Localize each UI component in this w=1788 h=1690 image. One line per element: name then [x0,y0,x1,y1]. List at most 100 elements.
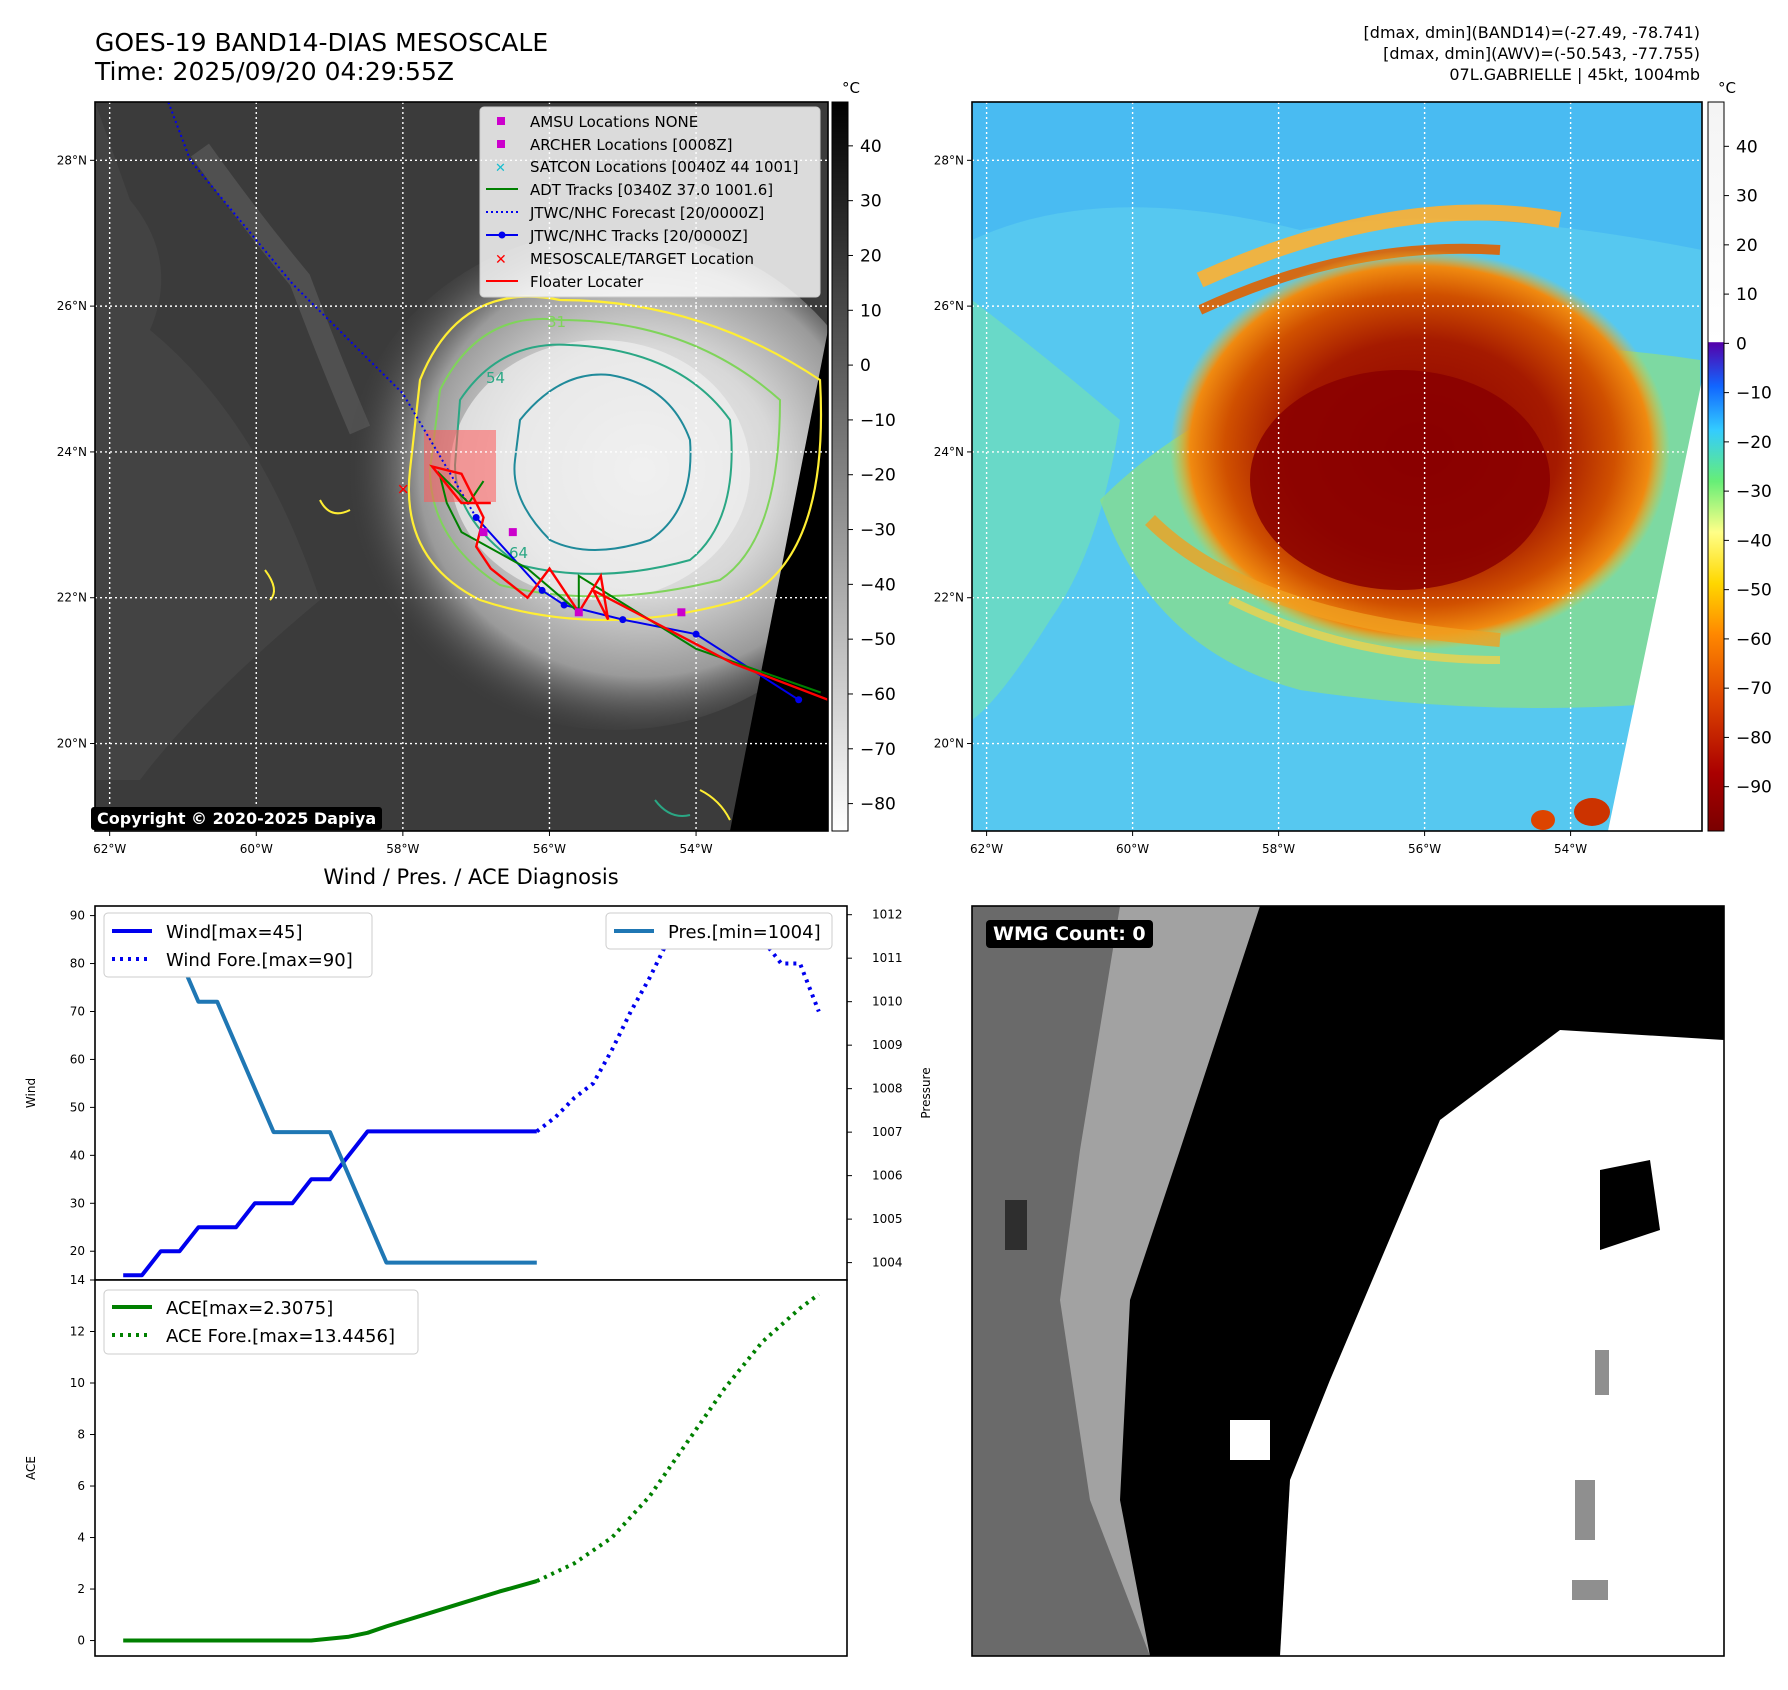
colorbar-tick-label: −10 [1736,384,1772,404]
colorbar-enhanced [1707,101,1725,832]
colorbar-tick-label: −40 [1736,531,1772,551]
pressure-ytick-label: 1008 [872,1082,903,1096]
map1-frame [94,101,829,832]
tick-label-lon: 54°W [679,842,712,856]
colorbar-tick-label: 0 [1736,334,1747,354]
title-line-2: Time: 2025/09/20 04:29:55Z [94,57,454,86]
ace-ytick-label: 0 [77,1634,85,1648]
tick-label-lon: 60°W [240,842,273,856]
ace-chart-ticks: 14 12 10 8 6 4 2 0 [70,1273,95,1648]
map2-ticks: 62°W 60°W 58°W 56°W 54°W 28°N 26°N 24°N 22°N 20°N [934,153,1588,856]
colorbar-tick-label: −50 [1736,581,1772,601]
ace-ytick-label: 14 [70,1273,85,1287]
ace-ylabel: ACE [24,1456,38,1480]
ace-ytick-label: 6 [77,1479,85,1493]
tick-label-lon: 58°W [1262,842,1295,856]
wind-ytick-label: 60 [70,1052,85,1066]
best-track-point [538,586,546,594]
colorbar-tick-label: −60 [860,685,896,705]
map1-ticks: 62°W 60°W 58°W 56°W 54°W 28°N 26°N 24°N 22°N 20°N [57,153,713,856]
pressure-ytick-label: 1005 [872,1212,903,1226]
colorbar-gray-unit: °C [842,79,860,97]
contour-label-31: 31 [547,313,566,331]
pressure-ytick-label: 1012 [872,908,903,922]
ace-series-line-0 [123,1579,538,1643]
pressure-ytick-label: 1011 [872,951,903,965]
colorbar-tick-label: 0 [860,356,871,376]
ace-ytick-label: 4 [77,1531,85,1545]
wind-ytick-label: 20 [70,1244,85,1258]
colorbar-gray-ticks: 40 30 20 10 0 −10 −20 −30 −40 −50 −60 −70 −80 [848,137,896,815]
pressure-ylabel: Pressure [919,1067,933,1118]
info-line-2: [dmax, dmin](AWV)=(-50.543, -77.755) [1383,44,1700,63]
tick-label-lon: 62°W [970,842,1003,856]
series-line-0 [123,1129,537,1278]
pressure-legend-entry: Pres.[min=1004] [668,922,821,943]
legend-marker-archer [497,140,505,148]
best-track-point [560,601,568,609]
colorbar-tick-label: −70 [860,740,896,760]
legend-entry-archer: ARCHER Locations [0008Z] [530,136,733,154]
colorbar-tick-label: 20 [1736,236,1758,256]
tick-label-lat: 26°N [57,299,87,313]
best-track-point [472,514,480,522]
archer-point [508,528,517,537]
tick-label-lat: 22°N [934,591,964,605]
ace-series-line-1 [535,1292,820,1583]
copyright-badge: Copyright © 2020-2025 Dapiya [91,807,383,830]
colorbar-tick-label: −10 [860,411,896,431]
map2-gridlines [972,102,1702,831]
pressure-ytick-label: 1010 [872,995,903,1009]
tick-label-lon: 62°W [93,842,126,856]
ace-ytick-label: 8 [77,1428,85,1442]
legend-marker-amsu [497,117,505,125]
best-track-point [619,616,627,624]
wind-ytick-label: 30 [70,1196,85,1210]
contour-label-54: 54 [486,369,505,387]
wmg-panel [972,906,1724,1656]
colorbar-tick-label: −90 [1736,778,1772,798]
contour-label-64: 64 [509,544,528,562]
legend-entry-amsu: AMSU Locations NONE [530,113,698,131]
colorbar-gray [831,101,849,832]
tick-label-lon: 58°W [386,842,419,856]
legend-marker-target: ✕ [495,252,507,268]
map2-frame [971,101,1703,832]
colorbar-tick-label: 10 [1736,285,1758,305]
colorbar-tick-label: 30 [1736,187,1758,207]
best-track-point [692,630,700,638]
colorbar-tick-label: 40 [1736,137,1758,157]
target-marker: ✕ [397,480,410,498]
wmg-frame [971,905,1725,1657]
forecast-track [167,102,478,519]
wmg-count-badge: WMG Count: 0 [986,920,1153,948]
colorbar-tick-label: −60 [1736,630,1772,650]
archer-point [677,608,686,617]
colorbar-tick-label: −20 [860,466,896,486]
legend-entry-satcon: SATCON Locations [0040Z 44 1001] [530,158,798,176]
best-track [475,516,800,701]
tick-label-lat: 28°N [57,153,87,167]
colorbar-enhanced-unit: °C [1718,79,1736,97]
colorbar-tick-label: −30 [1736,482,1772,502]
best-track-point [795,696,803,704]
ace-fore-legend-entry: ACE Fore.[max=13.4456] [166,1326,395,1347]
colorbar-tick-label: −30 [860,521,896,541]
pressure-ytick-label: 1006 [872,1169,903,1183]
tick-label-lat: 24°N [57,445,87,459]
colorbar-tick-label: −50 [860,630,896,650]
ace-ytick-label: 10 [70,1376,85,1390]
pressure-ytick-label: 1007 [872,1125,903,1139]
wind-chart-title: Wind / Pres. / ACE Diagnosis [323,865,618,889]
ace-ytick-label: 2 [77,1582,85,1596]
legend-entry-floater: Floater Locater [530,273,644,291]
archer-point [479,528,488,537]
colorbar-tick-label: 40 [860,137,882,157]
tick-label-lon: 60°W [1116,842,1149,856]
pressure-legend: Pres.[min=1004] [605,912,833,950]
tick-label-lat: 22°N [57,591,87,605]
ace-ytick-label: 12 [70,1325,85,1339]
wind-fore-legend-entry: Wind Fore.[max=90] [166,950,353,971]
wind-ytick-label: 90 [70,909,85,923]
